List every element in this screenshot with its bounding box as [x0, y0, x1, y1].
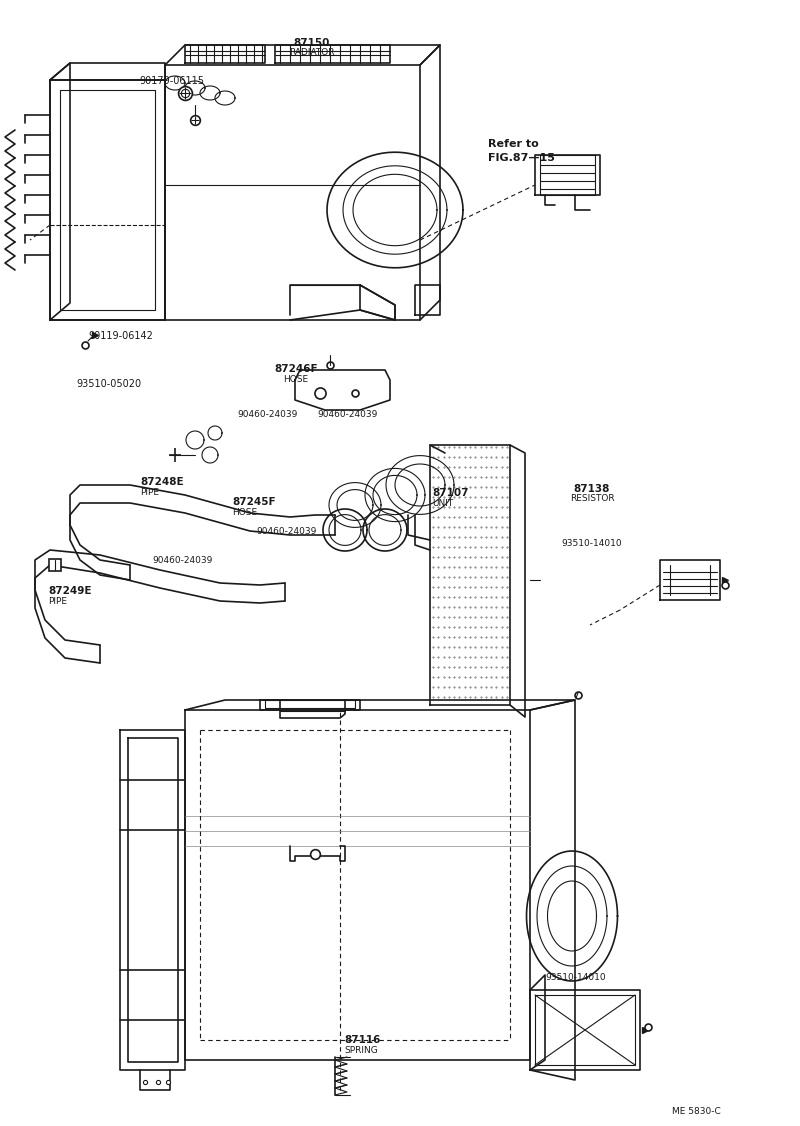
Text: PIPE: PIPE: [140, 488, 159, 497]
Text: UNIT: UNIT: [432, 499, 454, 508]
Text: 93510-14010: 93510-14010: [562, 539, 622, 548]
Text: RADIATOR: RADIATOR: [290, 48, 334, 57]
Text: 87138: 87138: [574, 484, 610, 493]
Text: 90460-24039: 90460-24039: [318, 410, 378, 419]
Text: HOSE: HOSE: [232, 508, 257, 517]
Text: HOSE: HOSE: [283, 375, 309, 384]
Text: 87248E: 87248E: [140, 477, 184, 486]
Text: 90460-24039: 90460-24039: [256, 527, 316, 536]
Text: ME 5830-C: ME 5830-C: [672, 1107, 720, 1116]
Text: 90460-24039: 90460-24039: [152, 556, 212, 565]
Text: Refer to: Refer to: [488, 140, 538, 149]
Text: 90119-06142: 90119-06142: [88, 331, 153, 340]
Text: 93510-14010: 93510-14010: [546, 973, 606, 982]
Text: SPRING: SPRING: [344, 1046, 378, 1055]
Text: FIG.87—15: FIG.87—15: [488, 153, 555, 162]
Text: 87245F: 87245F: [232, 498, 276, 507]
Text: 87107: 87107: [432, 489, 469, 498]
Text: 87150: 87150: [294, 38, 330, 47]
Text: 90460-24039: 90460-24039: [238, 410, 298, 419]
Text: 90179-06115: 90179-06115: [139, 75, 205, 86]
Text: PIPE: PIPE: [48, 597, 67, 606]
Text: 87246F: 87246F: [274, 365, 318, 374]
Text: 87116: 87116: [344, 1036, 380, 1045]
Text: 87249E: 87249E: [48, 587, 91, 596]
Text: RESISTOR: RESISTOR: [570, 494, 614, 503]
Text: 93510-05020: 93510-05020: [76, 379, 141, 388]
